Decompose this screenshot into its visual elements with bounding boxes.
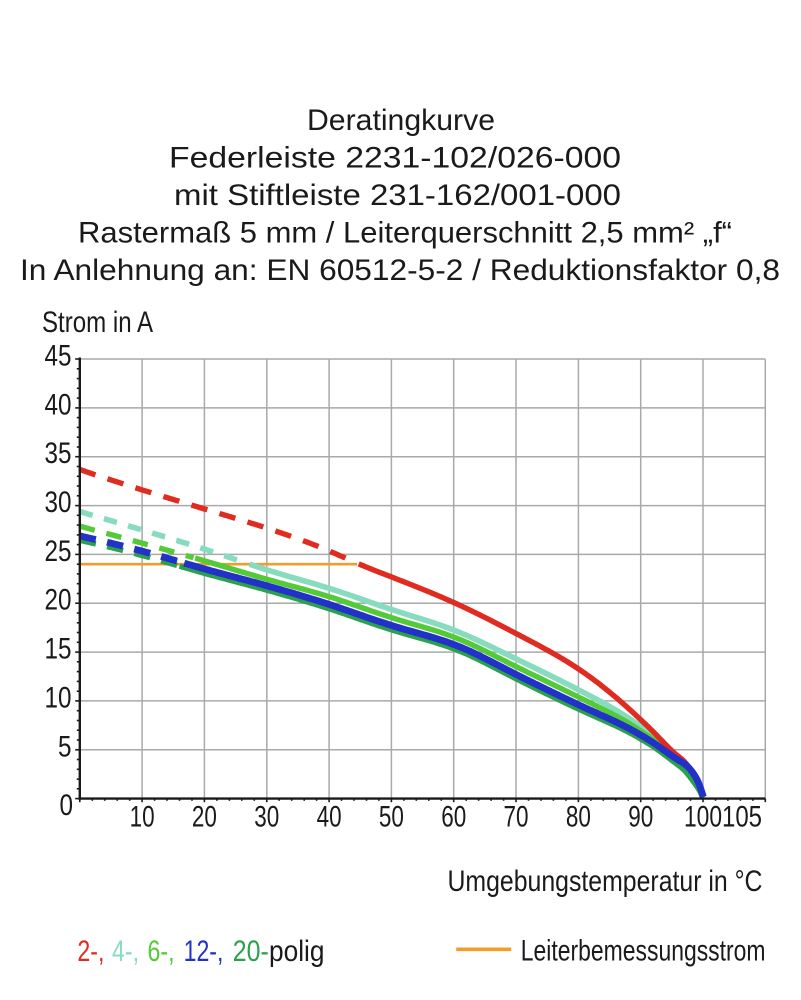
svg-text:6-,: 6-,	[148, 935, 175, 968]
svg-text:In Anlehnung an: EN 60512-5-2: In Anlehnung an: EN 60512-5-2 / Reduktio…	[20, 254, 780, 287]
svg-text:100: 100	[684, 801, 722, 834]
svg-text:40: 40	[317, 801, 342, 834]
svg-text:45: 45	[45, 340, 72, 373]
svg-text:15: 15	[45, 633, 72, 666]
svg-text:105: 105	[722, 801, 762, 834]
svg-text:10: 10	[130, 801, 155, 834]
svg-text:30: 30	[45, 486, 72, 519]
svg-text:0: 0	[60, 789, 74, 822]
svg-text:25: 25	[45, 535, 72, 568]
svg-text:20-: 20-	[233, 935, 269, 968]
svg-text:20: 20	[45, 584, 72, 617]
svg-text:80: 80	[566, 801, 591, 834]
svg-text:12-,: 12-,	[184, 935, 224, 968]
svg-text:Rastermaß 5 mm / Leiterquersch: Rastermaß 5 mm / Leiterquerschnitt 2,5 m…	[78, 217, 732, 250]
svg-text:30: 30	[254, 801, 279, 834]
svg-text:40: 40	[45, 388, 72, 421]
svg-text:Leiterbemessungsstrom: Leiterbemessungsstrom	[521, 935, 766, 968]
svg-text:4-,: 4-,	[112, 935, 139, 968]
svg-text:60: 60	[441, 801, 466, 834]
svg-text:90: 90	[628, 801, 653, 834]
svg-text:10: 10	[45, 681, 72, 714]
svg-text:mit Stiftleiste 231-162/001-00: mit Stiftleiste 231-162/001-000	[174, 179, 621, 212]
svg-text:Deratingkurve: Deratingkurve	[307, 104, 495, 137]
svg-text:Federleiste 2231-102/026-000: Federleiste 2231-102/026-000	[169, 142, 621, 175]
svg-text:2-,: 2-,	[77, 935, 104, 968]
svg-text:Strom in A: Strom in A	[42, 306, 153, 339]
svg-text:5: 5	[58, 730, 72, 763]
svg-text:Umgebungstemperatur in °C: Umgebungstemperatur in °C	[448, 865, 763, 898]
svg-text:50: 50	[379, 801, 404, 834]
svg-text:70: 70	[504, 801, 529, 834]
svg-text:20: 20	[192, 801, 217, 834]
svg-text:polig: polig	[269, 935, 325, 968]
svg-text:35: 35	[45, 437, 72, 470]
